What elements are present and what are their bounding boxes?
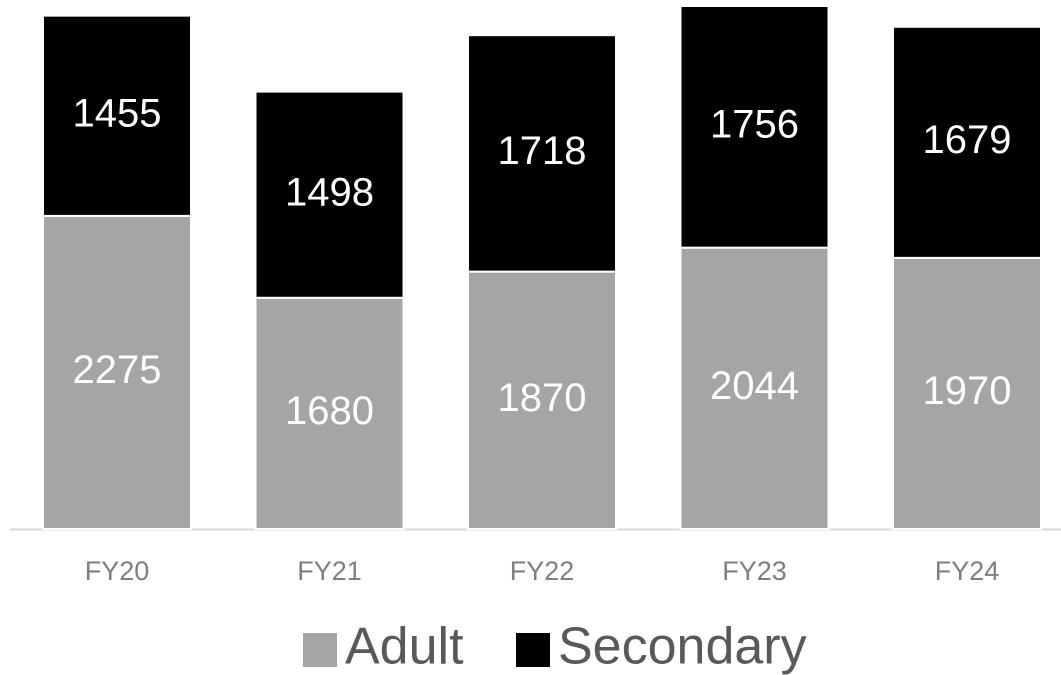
bar-segment — [892, 25, 1042, 259]
bar-segment — [467, 34, 617, 273]
legend-swatch — [516, 633, 550, 667]
legend: Adult Secondary — [303, 618, 807, 675]
bar-segment — [467, 270, 617, 530]
bar-segment — [892, 256, 1042, 530]
legend-label: Adult — [345, 618, 464, 675]
x-tick-label: FY22 — [510, 556, 575, 586]
data-label: 1718 — [498, 129, 587, 173]
data-label: 1870 — [498, 376, 587, 420]
data-label: 1455 — [73, 91, 162, 135]
x-tick-label: FY20 — [85, 556, 150, 586]
bar-segment — [254, 90, 405, 299]
legend-swatch — [303, 633, 337, 667]
bar-segment — [679, 246, 830, 530]
data-label: 1498 — [285, 170, 374, 214]
x-tick-label: FY24 — [935, 556, 1000, 586]
data-label: 2275 — [73, 348, 162, 392]
bar-segment — [679, 5, 830, 249]
data-label: 2044 — [710, 364, 799, 408]
x-tick-label: FY21 — [297, 556, 362, 586]
data-label: 1970 — [923, 369, 1012, 413]
x-tick-label: FY23 — [722, 556, 787, 586]
bar-segment — [42, 14, 192, 217]
data-label: 1679 — [923, 118, 1012, 162]
legend-label: Secondary — [558, 618, 807, 675]
data-label: 1756 — [710, 102, 799, 146]
bar-segment — [42, 214, 192, 530]
data-label: 1680 — [285, 389, 374, 433]
